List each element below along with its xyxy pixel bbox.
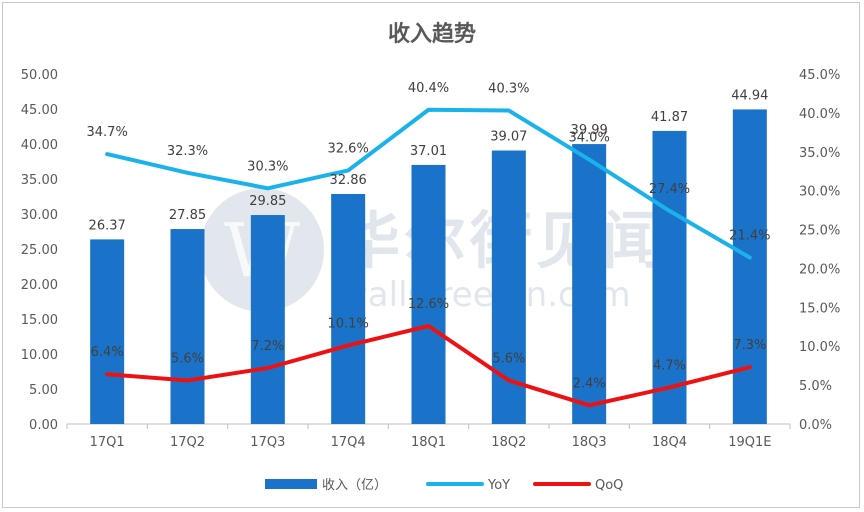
y-left-tick-label: 35.00 — [21, 173, 58, 188]
y-right-tick-label: 35.0% — [799, 146, 840, 161]
y-left-tick-label: 0.00 — [29, 418, 58, 433]
line-data-label: 7.3% — [733, 338, 766, 353]
y-left-tick-label: 20.00 — [21, 278, 58, 293]
bar-data-label: 32.86 — [330, 173, 367, 188]
line-data-label: 12.6% — [408, 297, 449, 312]
line-data-label: 4.7% — [653, 358, 686, 373]
x-tick-label: 19Q1E — [728, 435, 771, 450]
data-labels: 26.37 27.85 29.85 32.86 37.01 39.07 39.99 41.87… — [87, 81, 771, 392]
line-data-label: 40.4% — [408, 81, 449, 96]
legend-label: QoQ — [595, 478, 623, 493]
line-data-label: 7.2% — [251, 339, 284, 354]
x-tick-label: 17Q3 — [250, 435, 285, 450]
y-left-tick-label: 45.00 — [21, 103, 58, 118]
bar-data-label: 37.01 — [410, 144, 447, 159]
y-left-tick-label: 40.00 — [21, 138, 58, 153]
line-data-label: 32.3% — [167, 144, 208, 159]
line-data-label: 27.4% — [649, 182, 690, 197]
y-left-tick-label: 15.00 — [21, 313, 58, 328]
bar — [170, 229, 205, 424]
legend-swatch-bar — [265, 479, 317, 489]
y-left-tick-label: 5.00 — [29, 383, 58, 398]
line-data-label: 2.4% — [573, 376, 606, 391]
bar — [90, 239, 125, 424]
legend: 收入（亿） YoY QoQ — [265, 478, 623, 493]
x-tick-label: 18Q2 — [491, 435, 526, 450]
line-data-label: 5.6% — [171, 351, 204, 366]
bar-series — [90, 109, 767, 425]
y-right-tick-label: 0.0% — [799, 418, 832, 433]
series-line-qoq — [105, 324, 752, 408]
bar — [250, 215, 285, 424]
line-data-label: 34.0% — [569, 131, 610, 146]
line-data-label: 34.7% — [87, 125, 128, 140]
y-left-tick-label: 50.00 — [21, 68, 58, 83]
line-data-label: 40.3% — [488, 82, 529, 97]
x-tick-label: 18Q3 — [572, 435, 607, 450]
x-tick-label: 17Q4 — [331, 435, 366, 450]
bar — [652, 130, 687, 424]
bar — [331, 193, 366, 424]
line-data-label: 32.6% — [328, 141, 369, 156]
y-right-tick-label: 30.0% — [799, 185, 840, 200]
series-line-yoy — [105, 107, 752, 260]
bar-data-label: 41.87 — [651, 110, 688, 125]
y-left-tick-label: 25.00 — [21, 243, 58, 258]
line-series — [105, 107, 752, 408]
bar-data-label: 44.94 — [731, 88, 768, 103]
bar — [732, 109, 767, 425]
x-tick-label: 18Q4 — [652, 435, 687, 450]
y-left-tick-label: 10.00 — [21, 348, 58, 363]
bar — [572, 144, 607, 424]
y-left-tick-label: 30.00 — [21, 208, 58, 223]
bar-data-label: 29.85 — [249, 194, 286, 209]
y-right-tick-label: 45.0% — [799, 68, 840, 83]
bar-data-label: 39.07 — [490, 130, 527, 145]
line-data-label: 6.4% — [91, 345, 124, 360]
x-tick-label: 17Q2 — [170, 435, 205, 450]
y-right-tick-label: 5.0% — [799, 379, 832, 394]
legend-label: 收入（亿） — [322, 478, 387, 493]
line-data-label: 30.3% — [247, 159, 288, 174]
y-right-tick-label: 25.0% — [799, 224, 840, 239]
legend-label: YoY — [487, 478, 510, 493]
bar-data-label: 27.85 — [169, 208, 206, 223]
line-data-label: 10.1% — [328, 316, 369, 331]
x-tick-label: 18Q1 — [411, 435, 446, 450]
y-right-tick-label: 40.0% — [799, 107, 840, 122]
x-tick-label: 17Q1 — [90, 435, 125, 450]
bar-data-label: 39.99 — [571, 123, 608, 138]
y-right-tick-label: 20.0% — [799, 262, 840, 277]
chart-title: 收入趋势 — [388, 21, 476, 47]
y-right-tick-label: 10.0% — [799, 340, 840, 355]
line-data-label: 21.4% — [729, 229, 770, 244]
line-data-label: 5.6% — [492, 351, 525, 366]
bar-data-label: 26.37 — [89, 218, 126, 233]
bar — [411, 164, 446, 424]
y-right-tick-label: 15.0% — [799, 301, 840, 316]
